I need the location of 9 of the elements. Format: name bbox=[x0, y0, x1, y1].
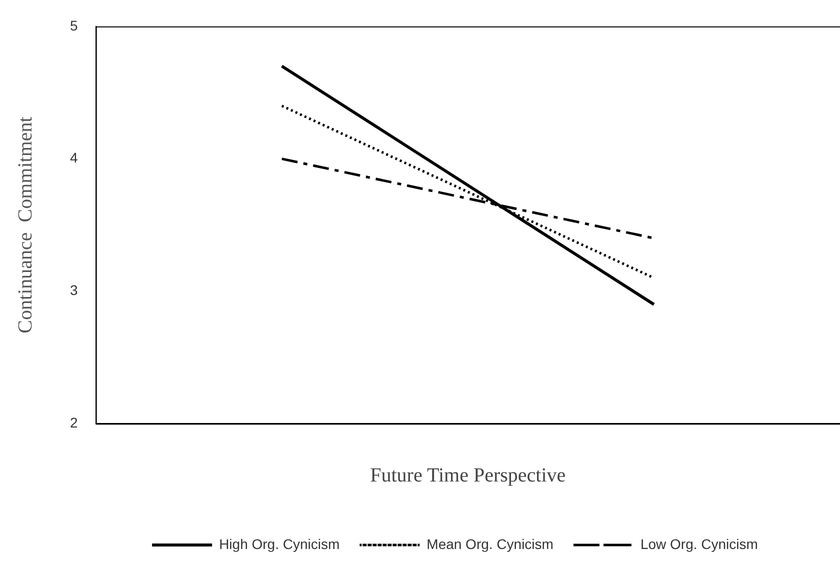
y-axis-title: Continuance Commitment bbox=[14, 116, 36, 334]
y-tick-label: 3 bbox=[70, 282, 78, 298]
legend-label: High Org. Cynicism bbox=[219, 536, 340, 552]
legend-label: Mean Org. Cynicism bbox=[426, 536, 554, 552]
y-tick-label: 5 bbox=[70, 17, 78, 34]
legend-label: Low Org. Cynicism bbox=[640, 536, 758, 552]
y-tick-label: 4 bbox=[70, 150, 78, 166]
y-tick-label: 2 bbox=[70, 414, 78, 430]
x-axis-title: Future Time Perspective bbox=[370, 464, 566, 486]
